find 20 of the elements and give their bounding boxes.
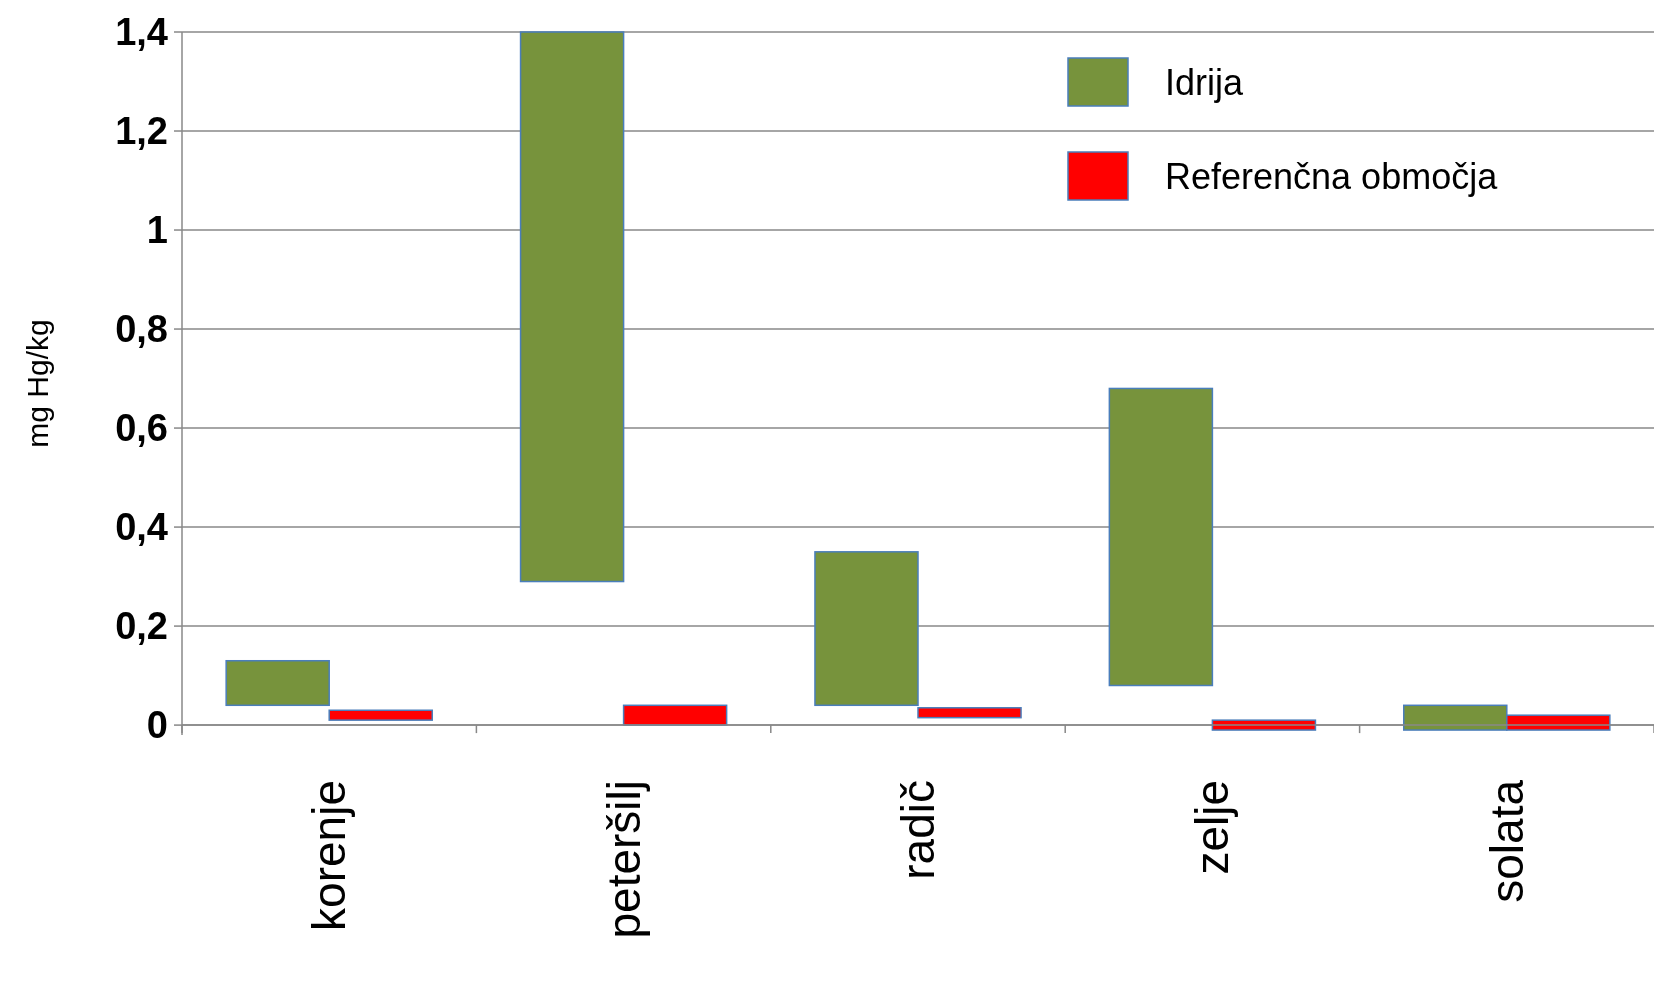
bar [328, 709, 433, 721]
y-tick-label: 1,4 [115, 11, 168, 54]
legend-label: Referenčna območja [1165, 155, 1499, 197]
x-tick-label: zelje [1186, 780, 1239, 875]
y-tick-label: 1 [146, 209, 168, 252]
bar [519, 31, 625, 583]
bar [1108, 387, 1214, 687]
y-tick-label: 0,8 [115, 308, 168, 351]
legend-label: Idrija [1165, 61, 1245, 103]
x-tick-label: peteršilj [597, 780, 650, 939]
bar [225, 659, 330, 707]
y-tick-label: 0,4 [115, 506, 168, 549]
y-tick-label: 1,2 [115, 110, 168, 153]
y-tick-label: 0,2 [115, 605, 168, 648]
x-tick-label: radič [892, 780, 944, 880]
y-axis-title: mg Hg/kg [21, 319, 54, 448]
x-tick-label: solata [1480, 779, 1533, 903]
y-tick-label: 0,6 [115, 407, 168, 450]
y-tick-label: 0 [146, 704, 168, 747]
x-tick-label: korenje [303, 780, 356, 931]
